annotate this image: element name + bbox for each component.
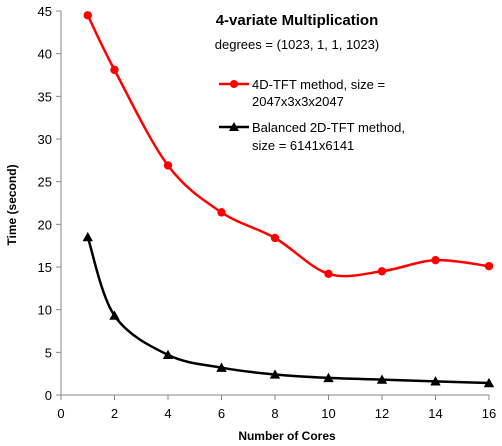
y-tick-label: 20 [38,217,52,232]
y-tick-label: 25 [38,175,52,190]
x-tick-label: 16 [482,406,496,421]
data-point-4d-tft [431,255,440,265]
x-tick-label: 2 [111,406,118,421]
legend-label-2d-tft-line1: Balanced 2D-TFT method, [252,120,405,135]
data-point-2d-tft [323,372,334,383]
data-point-4d-tft [484,261,494,271]
legend-label-4d-tft-line2: 2047x3x3x2047 [252,94,344,109]
axes: 0 5 10 15 20 25 30 35 40 45 0 2 4 6 8 10 12 14 16 [38,4,497,421]
chart-subtitle: degrees = (1023, 1, 1, 1023) [215,37,379,52]
series-layer [82,11,495,388]
x-tick-label: 10 [321,406,335,421]
data-point-2d-tft [269,369,281,379]
y-tick-label: 45 [38,4,52,19]
x-tick-label: 4 [164,406,171,421]
data-point-4d-tft [163,161,173,170]
data-point-4d-tft [83,11,92,20]
legend-marker-2d-tft [229,122,239,131]
data-point-2d-tft [82,231,93,242]
data-point-4d-tft [324,269,333,279]
y-axis-title: Time (second) [5,164,19,245]
data-point-4d-tft [377,267,387,276]
data-point-2d-tft [430,376,441,386]
series-line-2d-tft [86,236,490,385]
legend: 4D-TFT method, size = 2047x3x3x2047 Bala… [219,77,405,153]
x-tick-label: 6 [218,406,225,421]
x-axis-title: Number of Cores [238,429,336,443]
data-point-2d-tft [216,362,227,372]
y-tick-label: 40 [38,47,52,62]
y-tick-label: 15 [38,260,52,275]
y-tick-label: 10 [38,303,52,318]
x-tick-label: 12 [375,406,389,421]
data-point-2d-tft [483,377,495,388]
x-tick-label: 0 [57,406,64,421]
chart-title: 4-variate Multiplication [216,12,379,29]
data-point-2d-tft [162,349,174,360]
legend-label-2d-tft-line2: size = 6141x6141 [252,138,354,153]
y-tick-label: 0 [45,388,52,403]
data-point-4d-tft [217,208,226,217]
data-point-4d-tft [270,233,280,243]
x-tick-label: 8 [271,406,278,421]
legend-marker-4d-tft [230,80,238,88]
x-tick-label: 14 [428,406,442,421]
y-tick-label: 30 [38,132,52,147]
data-point-4d-tft [110,65,119,75]
y-tick-label: 5 [45,345,52,360]
data-point-2d-tft [376,374,388,384]
data-point-2d-tft [109,310,120,320]
legend-label-4d-tft-line1: 4D-TFT method, size = [252,77,385,92]
y-tick-label: 35 [38,89,52,104]
